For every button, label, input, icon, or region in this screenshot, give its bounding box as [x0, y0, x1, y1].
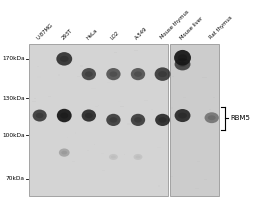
- Ellipse shape: [36, 113, 44, 118]
- Ellipse shape: [57, 109, 72, 122]
- Bar: [158, 185, 160, 187]
- Bar: [127, 123, 131, 125]
- Text: HeLa: HeLa: [85, 27, 98, 40]
- Text: 130kDa: 130kDa: [2, 96, 25, 100]
- Text: 100kDa: 100kDa: [2, 133, 25, 138]
- Bar: [91, 87, 95, 89]
- Ellipse shape: [82, 68, 96, 80]
- Ellipse shape: [85, 113, 93, 118]
- Bar: [77, 76, 80, 77]
- Ellipse shape: [178, 54, 187, 61]
- Ellipse shape: [109, 154, 118, 160]
- Bar: [172, 76, 174, 77]
- Bar: [38, 185, 39, 186]
- Bar: [37, 66, 39, 67]
- Bar: [204, 179, 207, 180]
- Bar: [67, 137, 69, 138]
- Bar: [209, 109, 211, 110]
- Text: 170kDa: 170kDa: [2, 56, 25, 61]
- Ellipse shape: [158, 117, 167, 123]
- Text: LO2: LO2: [110, 30, 121, 40]
- Ellipse shape: [131, 114, 145, 126]
- Bar: [95, 106, 98, 107]
- Bar: [134, 50, 138, 51]
- Bar: [32, 101, 36, 102]
- Ellipse shape: [205, 112, 219, 123]
- Bar: [98, 105, 99, 106]
- Bar: [48, 96, 51, 97]
- Bar: [65, 109, 66, 111]
- Bar: [101, 153, 104, 154]
- Bar: [70, 61, 74, 62]
- Ellipse shape: [106, 68, 121, 80]
- Ellipse shape: [85, 71, 93, 77]
- Ellipse shape: [110, 71, 117, 77]
- Bar: [87, 150, 89, 151]
- Bar: [58, 74, 60, 76]
- Ellipse shape: [208, 115, 216, 120]
- Ellipse shape: [56, 52, 72, 66]
- Ellipse shape: [106, 114, 121, 126]
- Bar: [118, 101, 121, 102]
- Bar: [174, 61, 176, 63]
- Ellipse shape: [131, 68, 145, 80]
- FancyBboxPatch shape: [29, 44, 168, 196]
- Bar: [202, 77, 207, 78]
- Ellipse shape: [60, 112, 68, 119]
- Text: Mouse thymus: Mouse thymus: [159, 9, 190, 40]
- Ellipse shape: [175, 58, 190, 70]
- Bar: [144, 100, 147, 101]
- Bar: [80, 65, 83, 67]
- Bar: [148, 64, 152, 65]
- Bar: [197, 161, 200, 162]
- Bar: [213, 97, 215, 98]
- Ellipse shape: [59, 148, 70, 157]
- Bar: [75, 132, 76, 133]
- Text: Rat thymus: Rat thymus: [208, 15, 233, 40]
- Ellipse shape: [175, 109, 190, 122]
- Bar: [189, 57, 194, 58]
- Bar: [157, 146, 161, 148]
- Ellipse shape: [110, 117, 117, 123]
- Bar: [72, 161, 75, 162]
- Bar: [151, 109, 153, 110]
- Bar: [120, 106, 124, 107]
- Bar: [170, 107, 173, 109]
- Text: 293T: 293T: [61, 27, 74, 40]
- Text: A-549: A-549: [134, 26, 149, 40]
- Ellipse shape: [158, 71, 167, 77]
- Ellipse shape: [178, 61, 187, 67]
- Ellipse shape: [174, 50, 191, 66]
- Bar: [183, 97, 186, 98]
- Ellipse shape: [60, 56, 69, 62]
- Bar: [94, 144, 95, 145]
- Ellipse shape: [33, 109, 47, 122]
- Ellipse shape: [155, 114, 170, 126]
- Text: Mouse liver: Mouse liver: [179, 15, 204, 40]
- Bar: [37, 77, 41, 78]
- Ellipse shape: [82, 109, 96, 122]
- Text: RBM5: RBM5: [230, 115, 250, 121]
- Ellipse shape: [155, 67, 170, 81]
- Bar: [35, 98, 36, 99]
- Bar: [102, 170, 105, 171]
- Ellipse shape: [178, 112, 187, 119]
- Ellipse shape: [61, 151, 67, 155]
- Bar: [170, 176, 173, 177]
- Ellipse shape: [134, 71, 142, 77]
- FancyBboxPatch shape: [170, 44, 219, 196]
- Ellipse shape: [134, 154, 142, 160]
- Text: 70kDa: 70kDa: [6, 176, 25, 181]
- Bar: [108, 82, 111, 83]
- Bar: [195, 188, 199, 189]
- Ellipse shape: [134, 117, 142, 123]
- Text: U-87MG: U-87MG: [36, 22, 55, 40]
- Bar: [114, 52, 116, 53]
